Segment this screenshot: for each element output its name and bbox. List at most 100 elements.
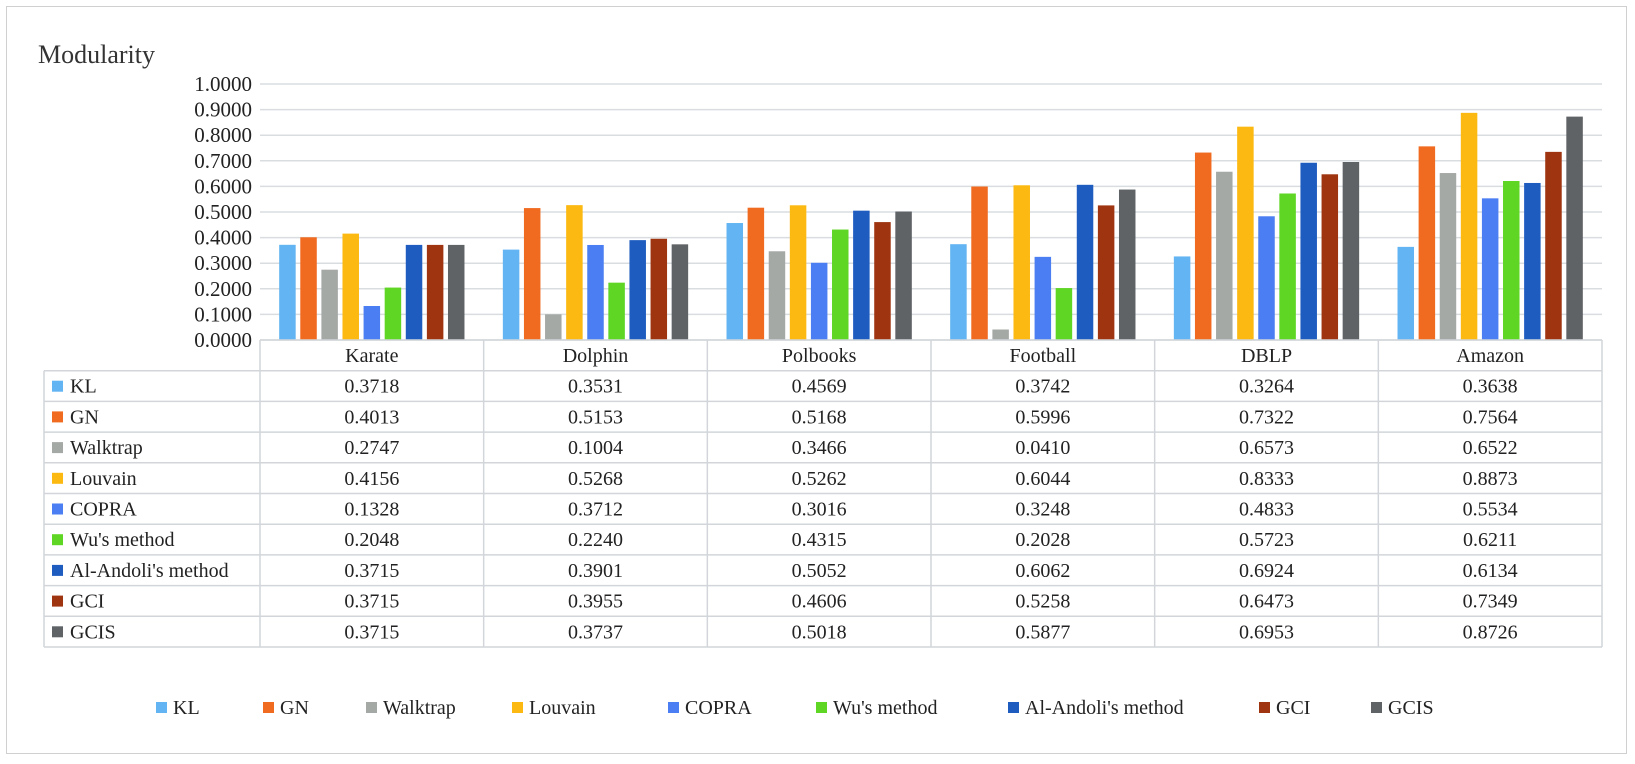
bars: [279, 112, 1583, 341]
bar: [874, 222, 891, 340]
data-label: 0.2240: [568, 529, 623, 551]
data-label: 0.6473: [1239, 591, 1294, 613]
bar: [1481, 198, 1499, 340]
legend-swatch: [156, 702, 167, 713]
bar: [1545, 151, 1562, 340]
data-table: Karate Dolphin Polbooks Football DBLP Amazon K…: [43, 339, 1603, 648]
data-label: 0.3955: [568, 591, 623, 613]
bar: [1460, 112, 1478, 340]
data-label: 0.2747: [344, 437, 399, 459]
legend-swatch: [512, 702, 523, 713]
data-label: 0.6522: [1463, 437, 1518, 459]
legend-label: GCI: [1276, 697, 1310, 719]
bar: [895, 211, 912, 340]
data-label: 0.3718: [344, 376, 399, 398]
legend-swatch: [1259, 702, 1270, 713]
y-tick-label: 0.2000: [194, 277, 252, 301]
y-tick-label: 0.3000: [194, 251, 252, 275]
legend-swatch: [668, 702, 679, 713]
data-label: 0.7349: [1463, 591, 1518, 613]
legend-label: COPRA: [685, 697, 752, 719]
series-swatch: [52, 442, 63, 454]
data-label: 0.3248: [1015, 499, 1070, 521]
bar: [1013, 185, 1030, 340]
series-swatch: [52, 564, 63, 576]
data-label: 0.5996: [1015, 406, 1070, 428]
bar: [1173, 256, 1191, 340]
bar: [1503, 181, 1520, 340]
bar: [832, 229, 849, 340]
bar: [1194, 152, 1212, 340]
data-label: 0.8873: [1463, 468, 1518, 490]
data-label: 0.0410: [1015, 437, 1070, 459]
y-tick-label: 0.5000: [194, 200, 252, 224]
bar: [726, 223, 744, 340]
data-label: 0.5534: [1463, 499, 1518, 521]
data-label: 0.6211: [1463, 529, 1517, 551]
category-label: Football: [1009, 345, 1076, 367]
bar: [1034, 256, 1052, 340]
bar: [971, 186, 988, 340]
series-name: Wu's method: [70, 529, 174, 551]
bar: [1237, 126, 1254, 341]
data-label: 0.1328: [344, 499, 399, 521]
data-label: 0.3715: [344, 621, 399, 643]
bar: [1397, 246, 1415, 340]
category-label: DBLP: [1241, 345, 1292, 367]
data-label: 0.3264: [1239, 376, 1294, 398]
bar: [1055, 288, 1073, 340]
category-label: Karate: [345, 345, 398, 367]
legend-swatch: [816, 702, 827, 713]
series-swatch: [52, 626, 63, 638]
bar: [1300, 162, 1317, 340]
bar: [810, 262, 828, 340]
data-label: 0.5877: [1015, 621, 1070, 643]
category-label: Amazon: [1456, 345, 1524, 367]
data-label: 0.6924: [1239, 560, 1294, 582]
data-label: 0.4013: [344, 406, 399, 428]
data-label: 0.3466: [792, 437, 847, 459]
data-label: 0.4833: [1239, 499, 1294, 521]
data-label: 0.3531: [568, 376, 623, 398]
chart-frame: [6, 6, 1627, 754]
data-label: 0.4156: [344, 468, 399, 490]
y-tick-label: 0.9000: [194, 98, 252, 122]
bar: [950, 244, 967, 340]
legend-label: GN: [280, 697, 309, 719]
series-name: GN: [70, 406, 99, 428]
bar: [853, 210, 870, 340]
bar: [279, 244, 296, 340]
data-label: 0.3712: [568, 499, 623, 521]
data-label: 0.4315: [792, 529, 847, 551]
legend-label: KL: [173, 697, 200, 719]
bar: [789, 205, 807, 340]
bar: [1279, 193, 1296, 340]
data-label: 0.3638: [1463, 376, 1518, 398]
bar: [768, 251, 786, 340]
data-label: 0.5262: [792, 468, 847, 490]
data-label: 0.8333: [1239, 468, 1294, 490]
data-label: 0.4569: [792, 376, 847, 398]
data-label: 0.3901: [568, 560, 623, 582]
bar: [1118, 189, 1136, 340]
series-name: GCIS: [70, 621, 116, 643]
series-swatch: [52, 503, 63, 515]
series-name: GCI: [70, 591, 104, 613]
bar: [384, 287, 402, 340]
series-swatch: [52, 380, 63, 392]
legend-swatch: [263, 702, 274, 713]
bar: [405, 244, 423, 340]
category-label: Dolphin: [563, 345, 629, 367]
data-label: 0.1004: [568, 437, 623, 459]
y-tick-label: 0.4000: [194, 226, 252, 250]
bar: [1524, 182, 1541, 340]
series-name: KL: [70, 376, 97, 398]
legend-swatch: [1371, 702, 1382, 713]
data-label: 0.2048: [344, 529, 399, 551]
legend-label: GCIS: [1388, 697, 1434, 719]
bar: [1076, 184, 1094, 340]
y-tick-label: 0.7000: [194, 149, 252, 173]
data-label: 0.6134: [1463, 560, 1518, 582]
y-tick-label: 0.0000: [194, 328, 252, 352]
bar: [747, 207, 765, 340]
